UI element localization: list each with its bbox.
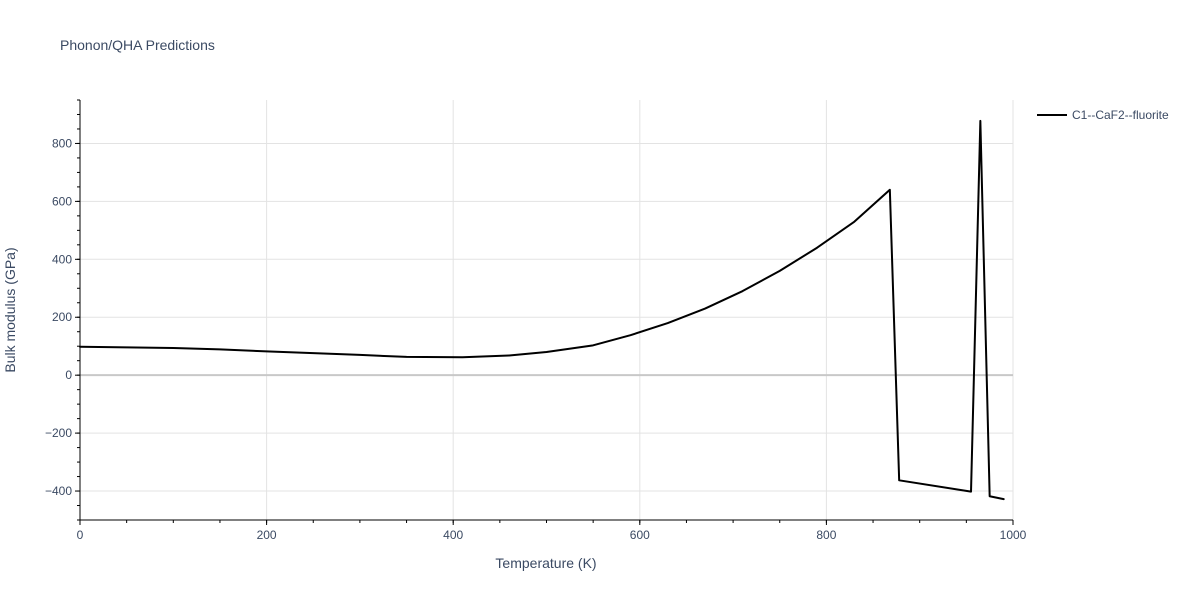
x-tick-label: 1000: [1000, 528, 1027, 542]
y-tick-label: 0: [65, 368, 72, 382]
y-tick-label: −200: [45, 426, 72, 440]
tick-labels: 0 200 400 600 800 1000 −400 −200 0 200 400 600 800: [45, 136, 1027, 542]
axes: [75, 99, 1014, 525]
y-axis-label: Bulk modulus (GPa): [2, 247, 18, 372]
series-line-0: [79, 119, 1005, 501]
gridlines: [80, 100, 1014, 520]
x-tick-label: 400: [443, 528, 463, 542]
x-axis-label: Temperature (K): [495, 555, 596, 571]
y-tick-label: 800: [52, 136, 72, 150]
y-tick-label: −400: [45, 484, 72, 498]
y-tick-label: 600: [52, 194, 72, 208]
series-layer: [79, 119, 1005, 501]
legend[interactable]: C1--CaF2--fluorite: [1037, 108, 1169, 122]
y-tick-label: 400: [52, 252, 72, 266]
chart-title: Phonon/QHA Predictions: [60, 37, 215, 53]
x-tick-label: 800: [816, 528, 836, 542]
y-tick-label: 200: [52, 310, 72, 324]
x-tick-label: 600: [630, 528, 650, 542]
legend-label: C1--CaF2--fluorite: [1072, 108, 1169, 122]
x-tick-label: 200: [257, 528, 277, 542]
x-tick-label: 0: [77, 528, 84, 542]
